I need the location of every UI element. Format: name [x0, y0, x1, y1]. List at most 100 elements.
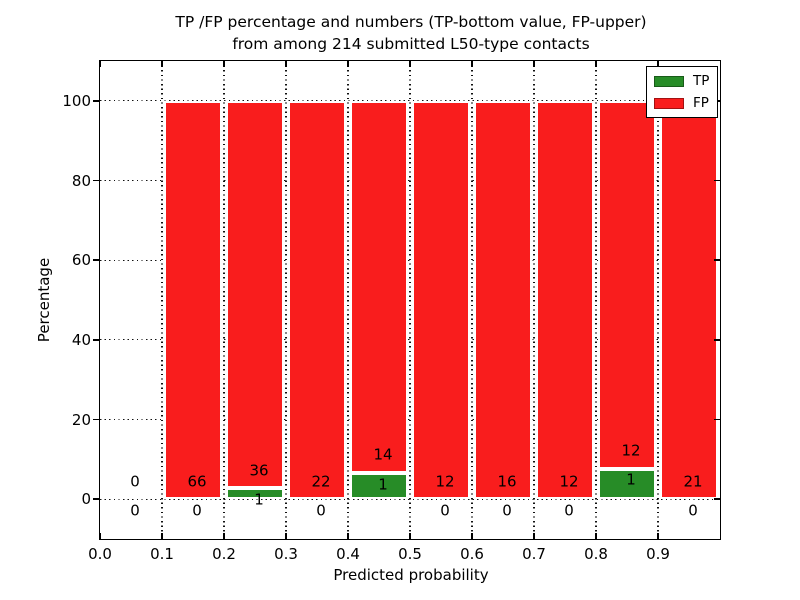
y-tick-left-20: [92, 418, 99, 421]
gridline-x-0.9: [657, 61, 659, 539]
bar-fp-0.1-0.2: [164, 100, 222, 500]
y-tick-label-100: 100: [62, 91, 91, 110]
tp-count-label-0.7-0.8: 0: [564, 501, 574, 520]
x-tick-bottom-0.5: [409, 533, 411, 539]
gridline-x-0.2: [223, 61, 225, 539]
bar-fp-0.9-1.0: [660, 100, 718, 500]
gridline-x-0.6: [471, 61, 473, 539]
gridline-x-0.7: [533, 61, 535, 539]
fp-count-label-0.7-0.8: 12: [559, 472, 579, 491]
fp-count-label-0.5-0.6: 12: [435, 472, 455, 491]
x-tick-top-0.6: [471, 61, 473, 67]
legend-item-tp: TP: [654, 74, 709, 88]
fp-count-label-0.6-0.7: 16: [497, 472, 517, 491]
tp-count-label-0.0-0.1: 0: [130, 501, 140, 520]
bar-fp-0.7-0.8: [536, 100, 594, 500]
y-tick-left-40: [92, 339, 99, 341]
y-tick-right-60: [714, 259, 720, 261]
x-tick-bottom-0.4: [347, 533, 349, 539]
x-tick-top-0.1: [161, 61, 163, 67]
bar-fp-0.2-0.3: [226, 100, 284, 489]
legend-label-tp: TP: [693, 73, 710, 89]
fp-count-label-0.9-1.0: 21: [683, 472, 703, 491]
y-tick-right-40: [714, 339, 720, 341]
x-tick-top-0.8: [595, 61, 597, 67]
y-tick-left-0: [92, 498, 99, 500]
gridline-x-0.5: [409, 61, 411, 539]
bar-tp-0.2-0.3: [226, 488, 284, 500]
y-tick-right-20: [714, 418, 720, 421]
y-tick-left-80: [92, 179, 99, 182]
x-tick-bottom-0.8: [595, 533, 597, 539]
x-tick-label-0.4: 0.4: [336, 545, 360, 563]
x-tick-label-0.6: 0.6: [460, 545, 484, 563]
x-tick-label-0.1: 0.1: [150, 545, 174, 563]
x-tick-label-0.3: 0.3: [274, 545, 298, 563]
gridline-x-0.4: [347, 61, 349, 539]
chart-title-line2: from among 214 submitted L50-type contac…: [232, 35, 590, 53]
x-tick-label-0.2: 0.2: [212, 545, 236, 563]
fp-count-label-0.0-0.1: 0: [130, 472, 140, 491]
x-tick-top-0.7: [533, 61, 535, 67]
gridline-y-0: [100, 498, 720, 500]
y-tick-label-40: 40: [71, 330, 91, 349]
x-tick-bottom-0.2: [223, 533, 225, 539]
bar-fp-0.6-0.7: [474, 100, 532, 500]
x-tick-top-0.2: [223, 61, 225, 67]
fp-count-label-0.4-0.5: 14: [373, 445, 393, 464]
x-tick-bottom-0.0: [99, 533, 101, 539]
x-tick-bottom-0.7: [533, 533, 535, 539]
tp-count-label-0.5-0.6: 0: [440, 501, 450, 520]
tp-count-label-0.4-0.5: 1: [378, 475, 388, 494]
y-axis-label: Percentage: [35, 257, 53, 343]
y-tick-label-20: 20: [71, 410, 91, 429]
y-tick-right-0: [714, 498, 720, 500]
bar-tp-0.4-0.5: [350, 472, 408, 500]
x-tick-label-0.0: 0.0: [88, 545, 112, 563]
gridline-x-0.1: [161, 61, 163, 539]
fp-count-label-0.1-0.2: 66: [187, 472, 207, 491]
x-tick-top-0.9: [657, 61, 659, 67]
bar-fp-0.4-0.5: [350, 100, 408, 473]
x-tick-label-0.7: 0.7: [522, 545, 546, 563]
y-tick-label-60: 60: [71, 251, 91, 270]
bar-fp-0.8-0.9: [598, 100, 656, 469]
legend-label-fp: FP: [693, 95, 709, 111]
tp-color-swatch: [654, 75, 684, 87]
tp-count-label-0.8-0.9: 1: [626, 470, 636, 489]
x-tick-top-0.5: [409, 61, 411, 67]
tp-count-label-0.3-0.4: 0: [316, 501, 326, 520]
x-tick-label-0.5: 0.5: [398, 545, 422, 563]
gridline-y-20: [100, 418, 720, 421]
gridline-y-80: [100, 179, 720, 182]
y-tick-left-100: [92, 100, 99, 102]
x-tick-bottom-0.1: [161, 533, 163, 539]
bar-fp-0.3-0.4: [288, 100, 346, 500]
legend-item-fp: FP: [654, 96, 709, 110]
x-tick-bottom-0.9: [657, 533, 659, 539]
y-tick-label-80: 80: [71, 171, 91, 190]
x-tick-bottom-0.3: [285, 533, 287, 539]
x-tick-top-0.4: [347, 61, 349, 67]
fp-count-label-0.8-0.9: 12: [621, 441, 641, 460]
fp-count-label-0.2-0.3: 36: [249, 461, 269, 480]
x-axis-label: Predicted probability: [333, 566, 489, 584]
x-tick-bottom-0.6: [471, 533, 473, 539]
bar-fp-0.5-0.6: [412, 100, 470, 500]
x-tick-label-0.9: 0.9: [646, 545, 670, 563]
y-tick-right-80: [714, 179, 720, 182]
fp-color-swatch: [654, 97, 684, 109]
gridline-x-0.3: [285, 61, 287, 539]
tp-count-label-0.6-0.7: 0: [502, 501, 512, 520]
x-tick-top-0.0: [99, 61, 101, 67]
x-tick-label-0.8: 0.8: [584, 545, 608, 563]
gridline-y-100: [100, 100, 720, 102]
legend: TP FP: [646, 66, 719, 118]
x-tick-top-0.3: [285, 61, 287, 67]
fp-count-label-0.3-0.4: 22: [311, 472, 331, 491]
bar-tp-0.8-0.9: [598, 468, 656, 500]
tp-count-label-0.1-0.2: 0: [192, 501, 202, 520]
gridline-y-60: [100, 259, 720, 261]
tp-count-label-0.2-0.3: 1: [254, 490, 264, 509]
